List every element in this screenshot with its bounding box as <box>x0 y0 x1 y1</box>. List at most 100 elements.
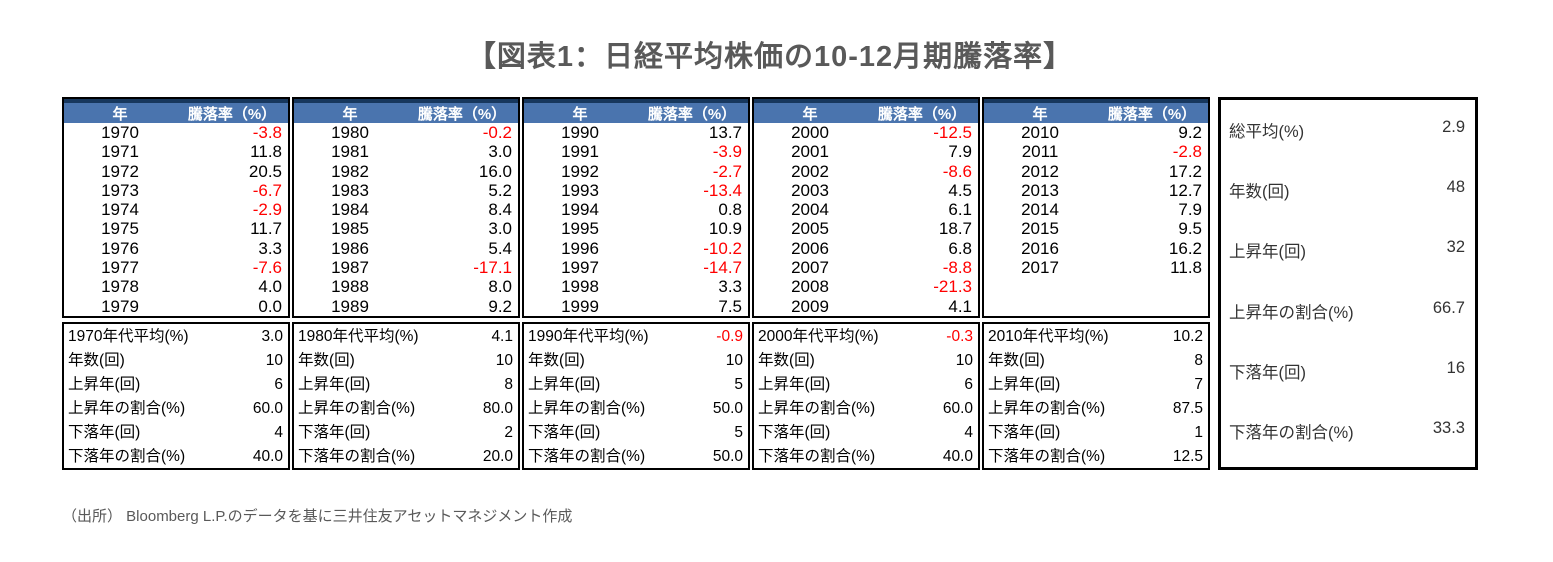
column-header-year: 年 <box>802 105 818 123</box>
rate-cell: 18.7 <box>938 219 972 239</box>
summary-row: 下落年の割合(%) 40.0 <box>64 445 288 469</box>
rate-cell: 20.5 <box>248 161 282 181</box>
year-cell: 2010 <box>1021 123 1059 142</box>
year-table: 年騰落率（%） 2010 9.2 2011 -2.8 2012 17.2 2013 12.7 20… <box>982 97 1210 318</box>
table-row: 1979 0.0 <box>64 297 288 316</box>
rate-cell: -12.5 <box>933 123 972 142</box>
rate-cell: 7.5 <box>718 296 742 316</box>
figure-title: 【図表1：日経平均株価の10-12月期騰落率】 <box>466 41 1074 73</box>
rate-cell: -8.6 <box>942 161 972 181</box>
summary-row: 上昇年の割合(%) 50.0 <box>524 397 748 421</box>
table-row: 1986 5.4 <box>294 239 518 258</box>
summary-value: 4 <box>274 424 283 441</box>
summary-value: 8 <box>504 376 513 393</box>
column-header-year: 年 <box>572 105 588 123</box>
rate-cell: 4.1 <box>948 296 972 316</box>
summary-row: 1970年代平均(%) 3.0 <box>64 325 288 349</box>
rate-cell: 0.8 <box>718 200 742 220</box>
table-row: 2001 7.9 <box>754 142 978 161</box>
summary-label: 下落年の割合(%) <box>68 448 186 465</box>
year-cell: 1981 <box>331 142 369 162</box>
year-cell: 1974 <box>101 200 139 220</box>
year-cell: 1985 <box>331 219 369 239</box>
summary-value: 40.0 <box>252 448 283 465</box>
rate-cell: 3.3 <box>258 238 282 258</box>
summary-label: 年数(回) <box>988 352 1045 369</box>
year-cell: 1975 <box>101 219 139 239</box>
rate-cell: 3.0 <box>488 142 512 162</box>
table-row: 2012 17.2 <box>984 162 1208 181</box>
summary-row: 下落年の割合(%) 20.0 <box>294 445 518 469</box>
summary-row: 下落年(回) 2 <box>294 421 518 445</box>
summary-value: 5 <box>734 376 743 393</box>
year-cell: 2008 <box>791 277 829 297</box>
rate-cell: -7.6 <box>252 258 282 278</box>
table-row: 1989 9.2 <box>294 297 518 316</box>
table-row: 1999 7.5 <box>524 297 748 316</box>
rate-cell: 3.0 <box>488 219 512 239</box>
summary-value: 10 <box>955 352 973 369</box>
table-row: 2011 -2.8 <box>984 142 1208 161</box>
summary-label: 上昇年(回) <box>528 376 601 393</box>
summary-value: 10.2 <box>1172 328 1203 345</box>
table-row: 2016 16.2 <box>984 239 1208 258</box>
rate-cell: 7.9 <box>1178 200 1202 220</box>
year-cell: 1973 <box>101 180 139 200</box>
table-row: 1991 -3.9 <box>524 142 748 161</box>
summary-value: 80.0 <box>482 400 513 417</box>
summary-value: 7 <box>1194 376 1203 393</box>
year-cell: 1991 <box>561 142 599 162</box>
column-header-rate: 騰落率（%） <box>647 105 737 123</box>
year-cell: 1970 <box>101 123 139 142</box>
summary-row: 下落年(回) 4 <box>754 421 978 445</box>
rate-cell: 0.0 <box>258 296 282 316</box>
table-row: 1993 -13.4 <box>524 181 748 200</box>
summary-value: 40.0 <box>942 448 973 465</box>
year-cell: 2004 <box>791 200 829 220</box>
total-summary-value: 2.9 <box>1442 118 1465 136</box>
summary-row: 上昇年(回) 6 <box>754 373 978 397</box>
year-cell: 1987 <box>331 258 369 278</box>
year-cell: 2012 <box>1021 161 1059 181</box>
total-summary-row: 上昇年(回) 32 <box>1229 238 1465 262</box>
rate-cell: -3.9 <box>712 142 742 162</box>
year-cell: 1979 <box>101 296 139 316</box>
year-cell: 2005 <box>791 219 829 239</box>
summary-value: 60.0 <box>942 400 973 417</box>
decade-column: 年騰落率（%） 1980 -0.2 1981 3.0 1982 16.0 1983 5.2 198… <box>292 97 520 470</box>
table-row: 1992 -2.7 <box>524 162 748 181</box>
rate-cell: 5.4 <box>488 238 512 258</box>
year-cell: 2013 <box>1021 180 1059 200</box>
summary-value: 5 <box>734 424 743 441</box>
summary-label: 年数(回) <box>528 352 585 369</box>
total-summary-row: 年数(回) 48 <box>1229 178 1465 202</box>
year-cell: 1982 <box>331 161 369 181</box>
summary-value: 87.5 <box>1172 400 1203 417</box>
rate-cell: 7.9 <box>948 142 972 162</box>
summary-row: 上昇年(回) 7 <box>984 373 1208 397</box>
rate-cell: 9.5 <box>1178 219 1202 239</box>
table-row: 1996 -10.2 <box>524 239 748 258</box>
summary-label: 1980年代平均(%) <box>298 328 419 345</box>
total-summary-label: 年数(回) <box>1229 183 1290 202</box>
year-cell: 1978 <box>101 277 139 297</box>
summary-label: 下落年の割合(%) <box>758 448 876 465</box>
year-cell: 2016 <box>1021 238 1059 258</box>
summary-label: 年数(回) <box>298 352 355 369</box>
summary-row: 上昇年(回) 5 <box>524 373 748 397</box>
column-header-year: 年 <box>112 105 128 123</box>
year-cell: 2000 <box>791 123 829 142</box>
table-row: 1985 3.0 <box>294 219 518 238</box>
summary-label: 上昇年の割合(%) <box>528 400 646 417</box>
year-cell: 2007 <box>791 258 829 278</box>
total-summary-label: 総平均(%) <box>1229 123 1305 141</box>
rate-cell: 16.0 <box>478 161 512 181</box>
summary-value: 3.0 <box>261 328 283 345</box>
table-row: 1997 -14.7 <box>524 258 748 277</box>
column-header-rate: 騰落率（%） <box>1107 105 1197 123</box>
table-row: 2004 6.1 <box>754 200 978 219</box>
year-table: 年 騰落率（%） 1990 13.7 1991 -3.9 1992 -2.7 1993 -13.4… <box>522 97 750 318</box>
table-row: 1984 8.4 <box>294 200 518 219</box>
table-row: 1973 -6.7 <box>64 181 288 200</box>
year-table: 年騰落率（%） 1980 -0.2 1981 3.0 1982 16.0 1983 5.2 198… <box>292 97 520 318</box>
